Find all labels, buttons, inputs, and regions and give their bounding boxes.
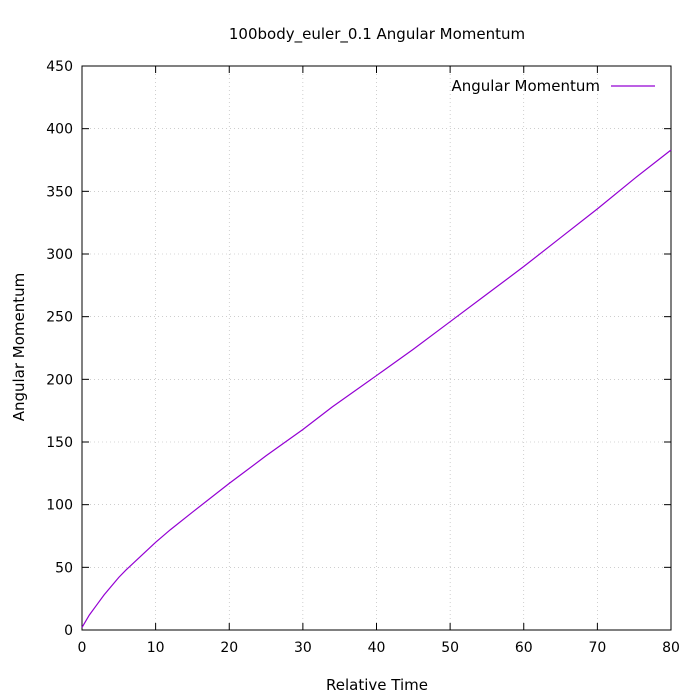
y-axis-ticks: 0 50 100 150 200 250 300 350 400 450 bbox=[46, 59, 671, 639]
x-tick-label: 50 bbox=[441, 640, 459, 656]
series-line bbox=[81, 149, 672, 628]
y-tick-label: 0 bbox=[64, 623, 73, 639]
x-tick-label: 40 bbox=[368, 640, 386, 656]
series-layer bbox=[81, 149, 672, 628]
x-tick-label: 80 bbox=[662, 640, 680, 656]
y-tick-label: 50 bbox=[55, 560, 73, 576]
y-tick-label: 150 bbox=[46, 435, 73, 451]
x-tick-label: 30 bbox=[294, 640, 312, 656]
y-tick-label: 100 bbox=[46, 498, 73, 514]
x-tick-label: 60 bbox=[515, 640, 533, 656]
x-tick-label: 10 bbox=[147, 640, 165, 656]
legend-label: Angular Momentum bbox=[451, 77, 600, 95]
x-axis-label: Relative Time bbox=[326, 676, 428, 694]
x-axis-ticks: 0 10 20 30 40 50 60 70 80 bbox=[78, 66, 680, 656]
y-tick-label: 200 bbox=[46, 372, 73, 388]
x-tick-label: 20 bbox=[220, 640, 238, 656]
y-tick-label: 400 bbox=[46, 122, 73, 138]
chart-title: 100body_euler_0.1 Angular Momentum bbox=[229, 25, 525, 44]
grid bbox=[82, 66, 671, 630]
y-tick-label: 350 bbox=[46, 184, 73, 200]
y-tick-label: 450 bbox=[46, 59, 73, 75]
y-axis-label: Angular Momentum bbox=[10, 273, 28, 422]
x-tick-label: 0 bbox=[78, 640, 87, 656]
x-tick-label: 70 bbox=[588, 640, 606, 656]
legend: Angular Momentum bbox=[451, 77, 655, 95]
y-tick-label: 250 bbox=[46, 310, 73, 326]
y-tick-label: 300 bbox=[46, 247, 73, 263]
